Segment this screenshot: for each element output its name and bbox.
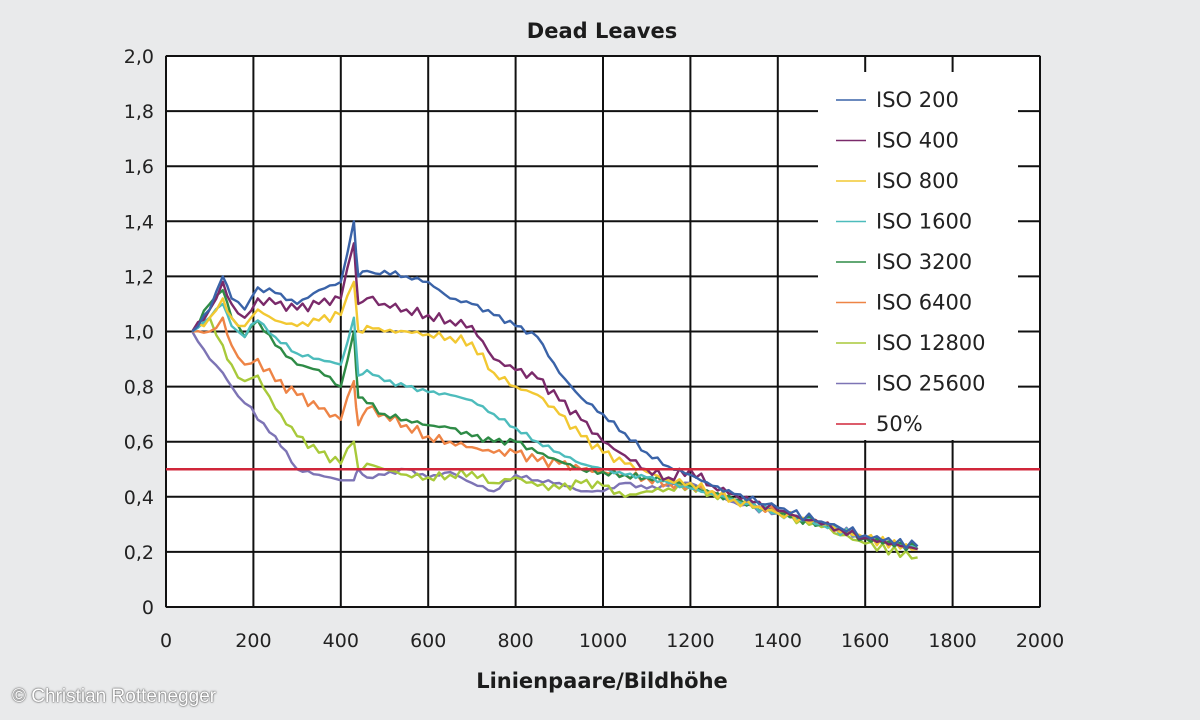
series-line	[191, 220, 919, 550]
y-tick-label: 0,6	[124, 432, 154, 454]
y-tick-label: 0,4	[124, 487, 154, 509]
y-tick-label: 2,0	[124, 46, 154, 68]
y-tick-labels: 0 0,2 0,4 0,6 0,8 1,0 1,2 1,4 1,6 1,8 2,0	[124, 46, 154, 619]
legend-label: ISO 12800	[876, 331, 986, 355]
chart-title: Dead Leaves	[527, 19, 677, 43]
x-tick-label: 400	[323, 630, 359, 652]
legend-label: ISO 400	[876, 129, 959, 153]
y-tick-label: 0	[142, 597, 154, 619]
legend-label: 50%	[876, 412, 923, 436]
legend-label: ISO 3200	[876, 250, 972, 274]
legend-label: ISO 200	[876, 88, 959, 112]
y-tick-label: 1,8	[124, 101, 154, 123]
x-tick-label: 200	[235, 630, 271, 652]
legend-box	[818, 72, 1018, 440]
x-tick-label: 1000	[579, 630, 627, 652]
legend-label: ISO 800	[876, 169, 959, 193]
legend-label: ISO 6400	[876, 291, 972, 315]
x-tick-label: 1400	[754, 630, 802, 652]
x-tick-label: 2000	[1016, 630, 1064, 652]
y-tick-label: 1,6	[124, 156, 154, 178]
x-axis-label: Linienpaare/Bildhöhe	[476, 669, 728, 693]
x-tick-labels: 0 200 400 600 800 1000 1200 1400 1600 1800 2000	[160, 630, 1064, 652]
y-tick-label: 0,2	[124, 542, 154, 564]
y-tick-label: 1,4	[124, 211, 154, 233]
x-tick-label: 800	[497, 630, 533, 652]
series-line	[191, 280, 918, 551]
legend: ISO 200 ISO 400 ISO 800 ISO 1600 ISO 3200 ISO…	[836, 88, 986, 436]
x-tick-label: 0	[160, 630, 172, 652]
legend-label: ISO 1600	[876, 210, 972, 234]
x-tick-label: 1200	[666, 630, 714, 652]
y-tick-label: 1,2	[124, 266, 154, 288]
series-lines	[166, 220, 1040, 560]
legend-label: ISO 25600	[876, 372, 986, 396]
y-tick-label: 0,8	[124, 377, 154, 399]
x-tick-label: 1600	[841, 630, 889, 652]
copyright-credit: © Christian Rottenegger	[12, 686, 217, 707]
series-line	[191, 242, 918, 551]
y-tick-label: 1,0	[124, 322, 154, 344]
x-tick-label: 1800	[928, 630, 976, 652]
x-tick-label: 600	[410, 630, 446, 652]
